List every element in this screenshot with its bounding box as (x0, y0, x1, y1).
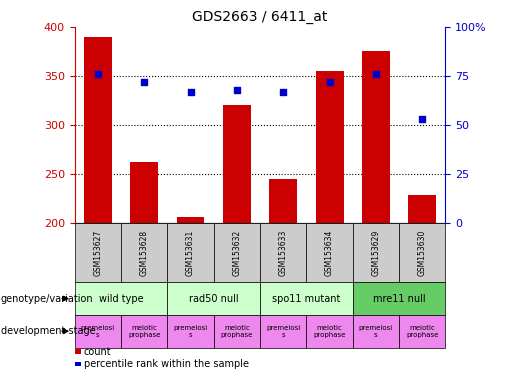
Text: mre11 null: mre11 null (373, 293, 425, 304)
Bar (75, 282, 167, 315)
Text: premeiosi
s: premeiosi s (174, 325, 208, 338)
Point (233, 86, 241, 93)
Point (372, 71, 380, 77)
Bar (177, 217, 204, 223)
Bar (316, 71, 344, 223)
Text: GSM153628: GSM153628 (140, 229, 149, 276)
Bar (75, 362, 81, 366)
Text: development stage: development stage (1, 326, 95, 336)
Bar (167, 223, 214, 282)
Text: meiotic
prophase: meiotic prophase (314, 325, 346, 338)
Bar (167, 282, 260, 315)
Bar (214, 223, 260, 282)
Text: GSM153633: GSM153633 (279, 229, 288, 276)
Text: spo11 mutant: spo11 mutant (272, 293, 340, 304)
Title: GDS2663 / 6411_at: GDS2663 / 6411_at (193, 10, 328, 25)
Bar (399, 223, 445, 282)
Text: premeiosi
s: premeiosi s (81, 325, 115, 338)
Text: GSM153627: GSM153627 (93, 229, 102, 276)
Text: meiotic
prophase: meiotic prophase (221, 325, 253, 338)
Text: GSM153634: GSM153634 (325, 229, 334, 276)
Text: wild type: wild type (99, 293, 143, 304)
Text: GSM153630: GSM153630 (418, 229, 427, 276)
Bar (362, 51, 390, 223)
Text: GSM153632: GSM153632 (232, 229, 242, 276)
Text: GSM153629: GSM153629 (371, 229, 381, 276)
Bar (121, 315, 167, 348)
Point (140, 79, 148, 85)
Text: rad50 null: rad50 null (189, 293, 238, 304)
Bar (353, 282, 445, 315)
Bar (75, 223, 121, 282)
Text: premeiosi
s: premeiosi s (359, 325, 393, 338)
Text: meiotic
prophase: meiotic prophase (128, 325, 160, 338)
Bar (399, 315, 445, 348)
Bar (84, 37, 112, 223)
Bar (260, 282, 353, 315)
Bar (167, 315, 214, 348)
Bar (75, 349, 81, 354)
Bar (75, 315, 121, 348)
Bar (353, 223, 399, 282)
Bar (408, 195, 436, 223)
Point (186, 88, 195, 94)
Text: meiotic
prophase: meiotic prophase (406, 325, 438, 338)
Bar (223, 105, 251, 223)
Text: percentile rank within the sample: percentile rank within the sample (84, 359, 249, 369)
Text: count: count (84, 347, 112, 357)
Text: genotype/variation: genotype/variation (1, 293, 93, 304)
Point (279, 88, 287, 94)
Bar (121, 223, 167, 282)
Point (94, 71, 102, 77)
Text: GSM153631: GSM153631 (186, 229, 195, 276)
Point (418, 116, 426, 122)
Point (325, 79, 334, 85)
Text: premeiosi
s: premeiosi s (266, 325, 300, 338)
Bar (306, 223, 353, 282)
Bar (130, 162, 158, 223)
Bar (214, 315, 260, 348)
Bar (306, 315, 353, 348)
Bar (353, 315, 399, 348)
Bar (269, 179, 297, 223)
Bar (260, 315, 306, 348)
Bar (260, 223, 306, 282)
